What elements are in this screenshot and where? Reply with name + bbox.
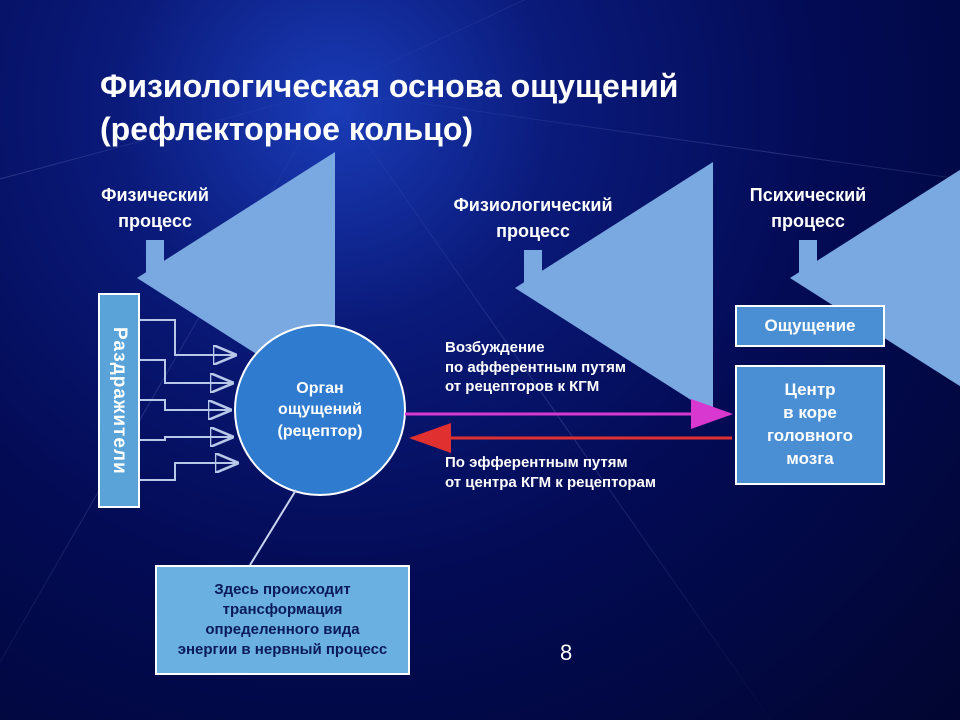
node-sensation: Ощущение bbox=[735, 305, 885, 347]
node-receptor-label: Орган ощущений (рецептор) bbox=[235, 370, 405, 450]
label-efferent: По эфферентным путям от центра КГМ к рец… bbox=[445, 453, 656, 492]
footnote-connector bbox=[250, 490, 296, 565]
node-center: Центр в коре головного мозга bbox=[735, 365, 885, 485]
page-number: 8 bbox=[560, 640, 572, 666]
stimuli-connectors bbox=[140, 320, 237, 480]
slide-root: Физиологическая основа ощущений (рефлект… bbox=[0, 0, 960, 720]
node-footnote: Здесь происходит трансформация определен… bbox=[155, 565, 410, 675]
node-stimuli: Раздражители bbox=[98, 293, 140, 508]
label-excitation: Возбуждение по афферентным путям от реце… bbox=[445, 338, 626, 397]
